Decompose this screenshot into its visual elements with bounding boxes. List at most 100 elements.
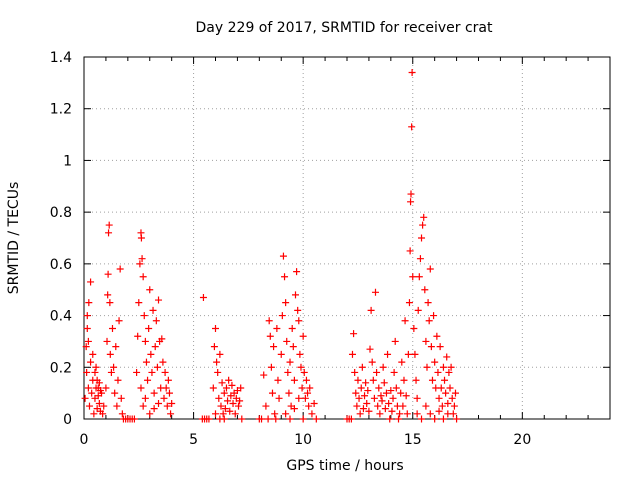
data-point — [118, 410, 126, 418]
data-point — [298, 384, 306, 392]
data-point — [217, 402, 225, 410]
data-point — [212, 325, 219, 332]
data-point — [163, 402, 171, 410]
data-point — [152, 317, 160, 325]
data-point — [413, 394, 421, 402]
data-point — [425, 317, 433, 325]
data-point — [294, 306, 302, 314]
data-point — [427, 343, 435, 351]
data-point — [291, 291, 299, 299]
data-point — [145, 325, 153, 332]
data-point — [445, 368, 453, 376]
data-point — [415, 273, 423, 281]
data-point — [153, 363, 161, 371]
data-point — [384, 350, 392, 358]
data-point — [107, 368, 115, 376]
data-point — [282, 410, 290, 418]
data-point — [271, 410, 279, 418]
data-point — [103, 337, 111, 345]
data-point — [272, 415, 280, 423]
data-point — [416, 255, 424, 263]
x-tick-label: 10 — [294, 432, 312, 448]
data-point — [236, 397, 244, 405]
data-point — [421, 286, 429, 294]
data-point — [444, 399, 452, 407]
data-point — [434, 368, 442, 376]
data-point — [134, 332, 142, 340]
data-point — [410, 325, 418, 332]
data-point — [265, 317, 273, 325]
data-point — [396, 410, 404, 418]
data-point — [155, 399, 163, 407]
data-point — [139, 273, 147, 281]
y-axis-title: SRMTID / TECUs — [6, 182, 22, 295]
data-point — [100, 402, 108, 410]
data-point — [379, 363, 387, 371]
data-point — [290, 376, 298, 384]
data-point — [83, 312, 91, 320]
data-point — [105, 221, 113, 229]
data-point — [301, 394, 309, 402]
data-point — [82, 343, 90, 351]
data-point — [99, 410, 107, 418]
data-point — [88, 389, 96, 397]
data-point — [376, 410, 384, 418]
data-point — [368, 358, 376, 366]
data-point — [355, 394, 363, 402]
data-point — [357, 384, 365, 392]
data-point — [356, 410, 364, 418]
data-point — [431, 358, 439, 366]
data-point — [90, 410, 98, 418]
data-point — [398, 358, 406, 366]
data-point — [224, 397, 232, 405]
data-point — [411, 350, 419, 358]
data-point — [284, 368, 292, 376]
data-point — [83, 368, 91, 376]
data-point — [426, 265, 434, 273]
data-point — [370, 394, 378, 402]
data-point — [270, 343, 278, 351]
data-point — [402, 392, 410, 400]
data-point — [231, 410, 239, 418]
data-point — [304, 389, 312, 397]
data-point — [362, 379, 370, 387]
data-point — [81, 394, 89, 402]
data-point — [377, 392, 385, 400]
data-point — [209, 384, 217, 392]
data-point — [96, 387, 104, 395]
data-point — [137, 384, 145, 392]
data-point — [221, 405, 229, 413]
data-point — [91, 368, 99, 376]
data-point — [408, 123, 416, 131]
data-point — [95, 379, 103, 387]
data-point — [220, 415, 228, 423]
data-point — [140, 312, 148, 320]
data-point — [430, 312, 438, 320]
data-point — [424, 299, 432, 307]
data-point — [108, 325, 116, 332]
data-point — [351, 368, 359, 376]
data-point — [391, 337, 399, 345]
data-points — [81, 69, 461, 423]
data-point — [168, 399, 176, 407]
data-point — [117, 394, 125, 402]
data-point — [161, 368, 169, 376]
data-point — [451, 389, 459, 397]
data-point — [167, 410, 175, 418]
data-point — [105, 229, 113, 237]
data-point — [300, 368, 308, 376]
data-point — [435, 394, 443, 402]
data-point — [444, 410, 452, 418]
data-point — [433, 332, 441, 340]
data-point — [281, 273, 289, 281]
data-point — [267, 363, 275, 371]
data-point — [395, 415, 403, 423]
data-point — [359, 405, 367, 413]
data-point — [310, 399, 318, 407]
data-point — [374, 402, 382, 410]
data-point — [213, 358, 221, 366]
data-point — [214, 368, 222, 376]
data-point — [354, 376, 362, 384]
data-point — [390, 368, 398, 376]
data-point — [165, 389, 173, 397]
